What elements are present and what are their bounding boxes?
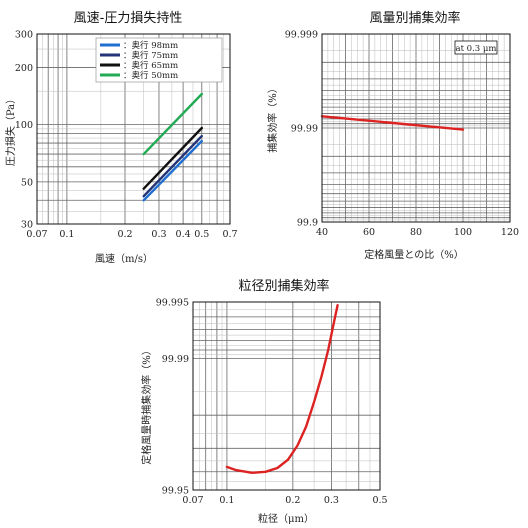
x-tick-label: 0.3	[324, 495, 339, 506]
annotation-label: at 0.3 μm	[456, 44, 497, 54]
legend-label: ：奥行 65mm	[123, 60, 178, 71]
y-axis-label: 圧力損失（Pa）	[4, 94, 17, 166]
plot-frame	[321, 33, 511, 223]
y-tick-label: 30	[21, 220, 33, 231]
chart-tick-labels: 0.07 0.1 0.2 0.3 0.5 99.95 99.99 99.995	[156, 298, 388, 507]
x-tick-label: 120	[501, 227, 519, 238]
y-tick-label: 99.9	[297, 218, 318, 229]
x-tick-label: 100	[454, 227, 472, 238]
x-tick-label: 0.07	[182, 495, 203, 506]
x-axis-label: 粒径（μm）	[258, 512, 314, 525]
plot-frame	[192, 301, 381, 491]
chart-title: 風量別捕集効率	[369, 10, 460, 26]
legend-label: ：奥行 50mm	[123, 70, 178, 81]
x-tick-label: 0.1	[59, 229, 74, 240]
x-tick-label: 0.5	[372, 495, 387, 506]
x-tick-label: 0.5	[194, 229, 209, 240]
chart-title: 粒径別捕集効率	[238, 278, 329, 294]
series-line	[142, 126, 204, 190]
y-tick-label: 99.99	[162, 354, 189, 365]
series-line	[142, 139, 204, 202]
y-tick-label: 200	[15, 63, 33, 74]
y-tick-label: 100	[15, 120, 33, 131]
x-tick-label: 60	[363, 227, 375, 238]
legend-label: ：奥行 75mm	[123, 50, 178, 61]
chart-series-group	[225, 304, 339, 474]
series-line	[142, 92, 204, 156]
series-line	[142, 134, 204, 198]
chart-series-group	[142, 92, 204, 202]
x-axis-label: 風速（m/s）	[95, 253, 153, 265]
chart-efficiency-vs-particle-size: 粒径別捕集効率 0.07 0.1 0.2 0.3 0.5 99.95 99.99 99.995…	[140, 278, 388, 525]
chart-tick-labels: 40 60 80 100 120 99.9 99.99 99.999	[285, 30, 519, 239]
x-tick-label: 0.1	[219, 495, 234, 506]
y-tick-label: 300	[15, 30, 33, 41]
chart-legend: ：奥行 98mm：奥行 75mm：奥行 65mm：奥行 50mm	[95, 37, 223, 83]
y-tick-label: 99.95	[162, 486, 189, 497]
annotation-box	[454, 40, 498, 55]
y-tick-label: 99.999	[285, 30, 318, 41]
x-tick-label: 0.2	[117, 229, 132, 240]
y-tick-label: 99.99	[291, 124, 318, 135]
x-tick-label: 0.07	[26, 229, 47, 240]
y-tick-label: 99.995	[156, 298, 189, 309]
x-tick-label: 0.7	[222, 229, 237, 240]
y-tick-label: 50	[21, 177, 33, 188]
x-axis-label: 定格風量との比（%）	[364, 248, 463, 261]
y-axis-label: 捕集効率（%）	[266, 83, 279, 153]
x-tick-label: 80	[410, 227, 422, 238]
chart-efficiency-vs-airflow: 風量別捕集効率 40 60 80 100 120 99.9 99.99 99.999 at 0…	[266, 10, 519, 261]
chart-pressure-loss: 風速-圧力損失持性 0.07 0.1 0.2 0.3 0.4 0.5 0.7 30 50 100 2…	[4, 11, 238, 265]
chart-title: 風速-圧力損失持性	[74, 11, 183, 26]
x-tick-label: 40	[316, 227, 328, 238]
series-line	[225, 304, 339, 474]
chart-series-group	[320, 115, 465, 131]
chart-grid	[321, 33, 511, 223]
x-tick-label: 0.4	[176, 229, 191, 240]
x-tick-label: 0.3	[151, 229, 166, 240]
chart-tick-labels: 0.07 0.1 0.2 0.3 0.4 0.5 0.7 30 50 100 200 300	[15, 30, 238, 241]
plot-frame	[36, 33, 231, 225]
x-tick-label: 0.2	[285, 495, 300, 506]
series-line	[320, 115, 465, 131]
y-axis-label: 定格風量時捕集効率（%）	[140, 345, 153, 465]
legend-label: ：奥行 98mm	[123, 40, 178, 51]
